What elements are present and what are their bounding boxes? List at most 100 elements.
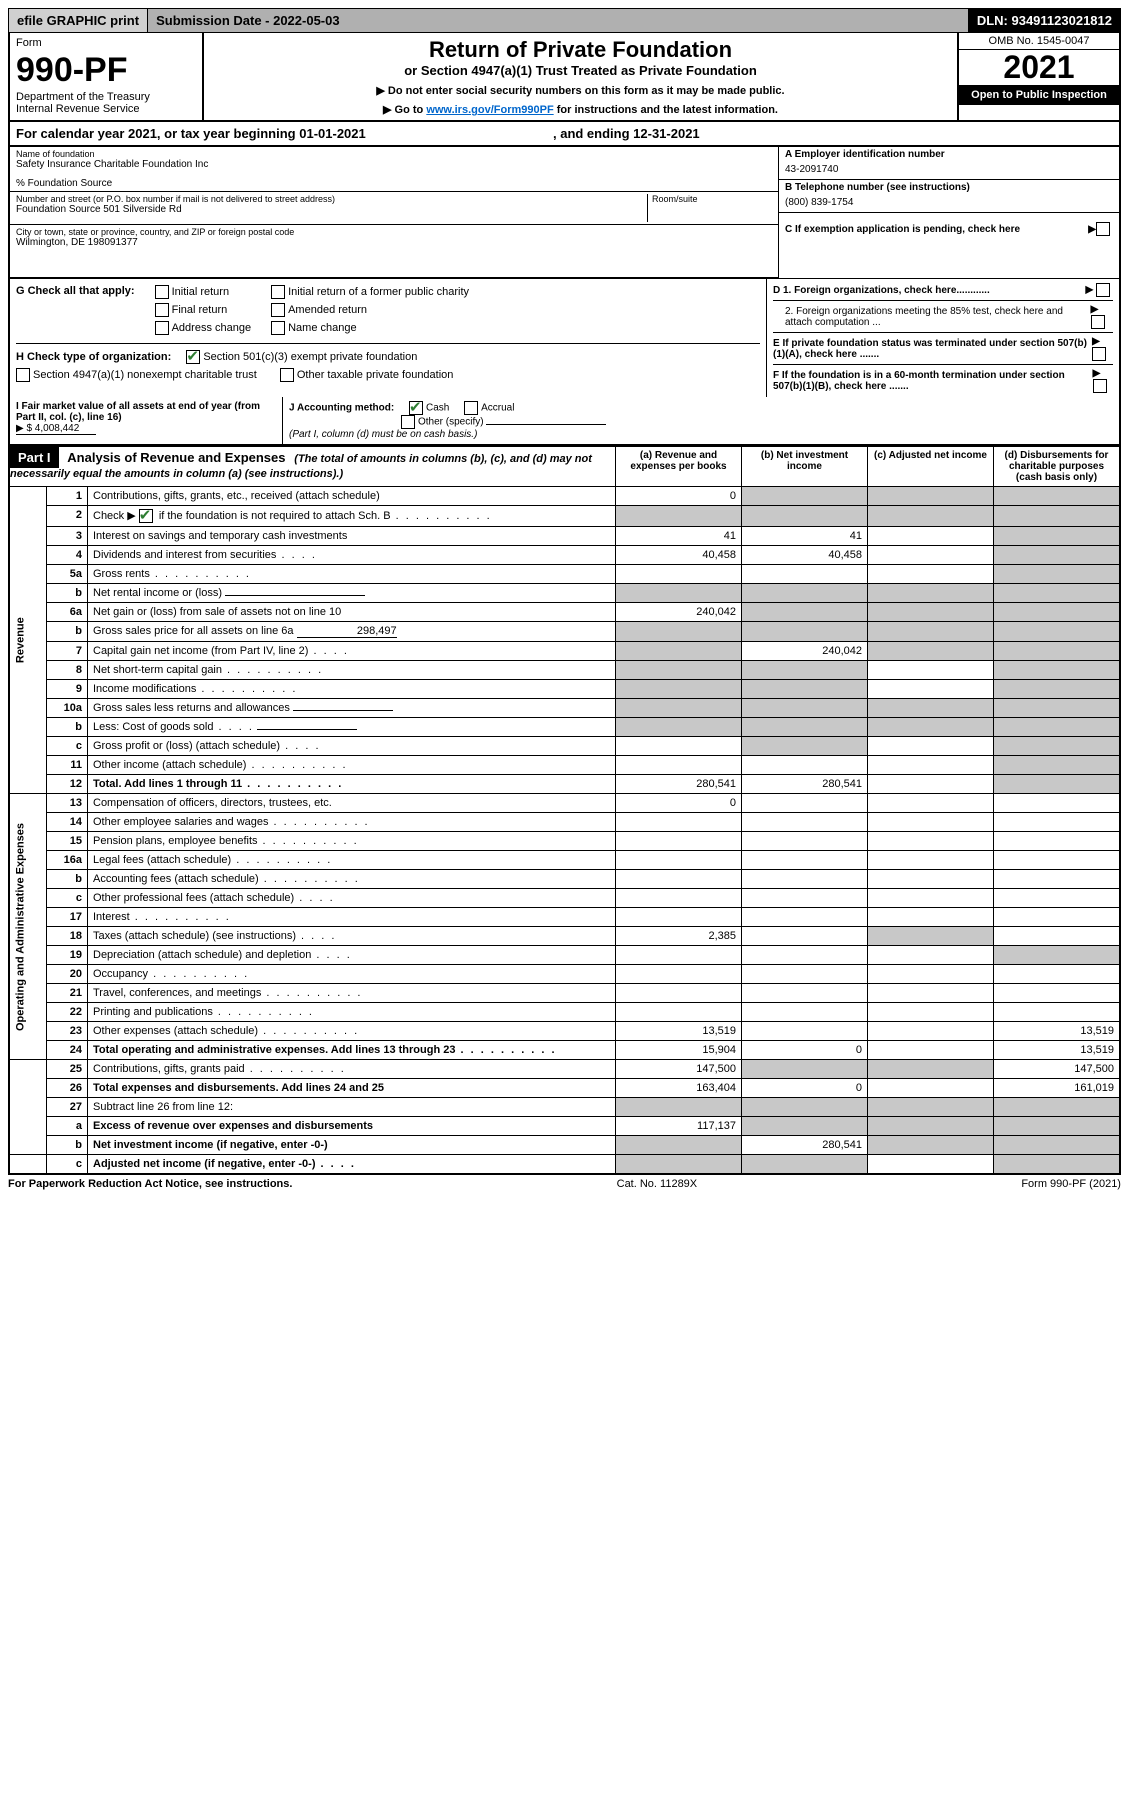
r6b-val: 298,497 xyxy=(297,625,397,638)
r5a-desc: Gross rents xyxy=(93,568,150,580)
footer-right: Form 990-PF (2021) xyxy=(1021,1178,1121,1190)
h-label: H Check type of organization: xyxy=(16,351,171,363)
table-row: 26 Total expenses and disbursements. Add… xyxy=(9,1079,1120,1098)
cell-a: 0 xyxy=(616,794,742,813)
table-row: 18 Taxes (attach schedule) (see instruct… xyxy=(9,927,1120,946)
r20-desc: Occupancy xyxy=(93,968,148,980)
line-desc: Total expenses and disbursements. Add li… xyxy=(88,1079,616,1098)
h-other-label: Other taxable private foundation xyxy=(297,369,454,381)
col-a-header: (a) Revenue and expenses per books xyxy=(616,447,742,487)
d2-checkbox[interactable] xyxy=(1091,315,1105,329)
table-row: 11 Other income (attach schedule) xyxy=(9,756,1120,775)
line-desc: Interest on savings and temporary cash i… xyxy=(88,527,616,546)
line-desc: Gross rents xyxy=(88,565,616,584)
cell-a: 13,519 xyxy=(616,1022,742,1041)
line-desc: Less: Cost of goods sold xyxy=(88,718,616,737)
j-accrual-checkbox[interactable] xyxy=(464,401,478,415)
line-desc: Net investment income (if negative, ente… xyxy=(88,1136,616,1155)
h-501c3-checkbox[interactable] xyxy=(186,350,200,364)
d1-checkbox[interactable] xyxy=(1096,283,1110,297)
form-instr1: ▶ Do not enter social security numbers o… xyxy=(208,84,953,97)
j-other-label: Other (specify) xyxy=(418,417,484,428)
line-num: 1 xyxy=(47,487,88,506)
initial-former-checkbox[interactable] xyxy=(271,285,285,299)
r2-post: if the foundation is not required to att… xyxy=(156,510,391,522)
table-row: 10a Gross sales less returns and allowan… xyxy=(9,699,1120,718)
f-checkbox[interactable] xyxy=(1093,379,1107,393)
checks-left: G Check all that apply: Initial return F… xyxy=(10,279,767,397)
table-row: Revenue 1 Contributions, gifts, grants, … xyxy=(9,487,1120,506)
cell-b: 240,042 xyxy=(742,642,868,661)
r4-desc: Dividends and interest from securities xyxy=(93,549,276,561)
table-row: 22 Printing and publications xyxy=(9,1003,1120,1022)
part1-table: Part I Analysis of Revenue and Expenses … xyxy=(8,446,1121,1175)
cell-d: 13,519 xyxy=(994,1041,1121,1060)
h-other-checkbox[interactable] xyxy=(280,368,294,382)
e-label: E If private foundation status was termi… xyxy=(773,338,1092,360)
cell-a: 240,042 xyxy=(616,603,742,622)
expenses-side-label: Operating and Administrative Expenses xyxy=(9,794,47,1060)
line-num: b xyxy=(47,622,88,642)
ein-row: A Employer identification number 43-2091… xyxy=(779,147,1119,180)
r16b-desc: Accounting fees (attach schedule) xyxy=(93,873,259,885)
line-desc: Capital gain net income (from Part IV, l… xyxy=(88,642,616,661)
line-num: 11 xyxy=(47,756,88,775)
line-desc: Gross sales less returns and allowances xyxy=(88,699,616,718)
form990pf-link[interactable]: www.irs.gov/Form990PF xyxy=(426,104,553,116)
footer-row: For Paperwork Reduction Act Notice, see … xyxy=(8,1175,1121,1193)
initial-return-checkbox[interactable] xyxy=(155,285,169,299)
h-4947-checkbox[interactable] xyxy=(16,368,30,382)
table-row: b Net investment income (if negative, en… xyxy=(9,1136,1120,1155)
f-label: F If the foundation is in a 60-month ter… xyxy=(773,370,1093,392)
final-return-checkbox[interactable] xyxy=(155,303,169,317)
j-other-checkbox[interactable] xyxy=(401,415,415,429)
sch-b-checkbox[interactable] xyxy=(139,509,153,523)
foundation-name: Safety Insurance Charitable Foundation I… xyxy=(16,159,772,170)
line-num: b xyxy=(47,718,88,737)
street-address: Foundation Source 501 Silverside Rd xyxy=(16,204,647,215)
footer-mid: Cat. No. 11289X xyxy=(617,1178,698,1190)
cell-b xyxy=(742,487,868,506)
cell-b: 280,541 xyxy=(742,775,868,794)
submission-date: Submission Date - 2022-05-03 xyxy=(148,9,969,32)
table-row: 17 Interest xyxy=(9,908,1120,927)
form-header: Form 990-PF Department of the Treasury I… xyxy=(8,33,1121,122)
line-num: b xyxy=(47,584,88,603)
cal-year-mid: , and ending xyxy=(553,126,633,141)
e-checkbox[interactable] xyxy=(1092,347,1106,361)
line-desc: Taxes (attach schedule) (see instruction… xyxy=(88,927,616,946)
city-label: City or town, state or province, country… xyxy=(16,227,772,237)
tax-year: 2021 xyxy=(959,50,1119,85)
entity-left: Name of foundation Safety Insurance Char… xyxy=(10,147,778,278)
arrow-icon: ▶ xyxy=(1092,336,1100,347)
form-header-center: Return of Private Foundation or Section … xyxy=(204,33,957,120)
cal-year-begin: 01-01-2021 xyxy=(299,126,366,141)
arrow-icon: ▶ xyxy=(1088,224,1096,235)
name-change-checkbox[interactable] xyxy=(271,321,285,335)
j-cash-checkbox[interactable] xyxy=(409,401,423,415)
cell-d xyxy=(994,487,1121,506)
exemption-checkbox[interactable] xyxy=(1096,222,1110,236)
r9-desc: Income modifications xyxy=(93,683,196,695)
cell-a: 163,404 xyxy=(616,1079,742,1098)
r17-desc: Interest xyxy=(93,911,130,923)
table-row: 5a Gross rents xyxy=(9,565,1120,584)
line-desc: Check ▶ if the foundation is not require… xyxy=(88,506,616,527)
line-num: 27 xyxy=(47,1098,88,1117)
line-num: 25 xyxy=(47,1060,88,1079)
address-change-checkbox[interactable] xyxy=(155,321,169,335)
amended-return-checkbox[interactable] xyxy=(271,303,285,317)
line-num: 12 xyxy=(47,775,88,794)
table-row: c Adjusted net income (if negative, ente… xyxy=(9,1155,1120,1175)
cal-year-pre: For calendar year 2021, or tax year begi… xyxy=(16,126,299,141)
efile-label[interactable]: efile GRAPHIC print xyxy=(9,9,148,32)
h-4947-label: Section 4947(a)(1) nonexempt charitable … xyxy=(33,369,257,381)
line-num: 21 xyxy=(47,984,88,1003)
line-desc: Printing and publications xyxy=(88,1003,616,1022)
table-row: 9 Income modifications xyxy=(9,680,1120,699)
line-desc: Contributions, gifts, grants, etc., rece… xyxy=(88,487,616,506)
r23-desc: Other expenses (attach schedule) xyxy=(93,1025,258,1037)
line-num: 15 xyxy=(47,832,88,851)
r6b-desc: Gross sales price for all assets on line… xyxy=(93,625,294,637)
phone-label: B Telephone number (see instructions) xyxy=(785,182,1113,193)
